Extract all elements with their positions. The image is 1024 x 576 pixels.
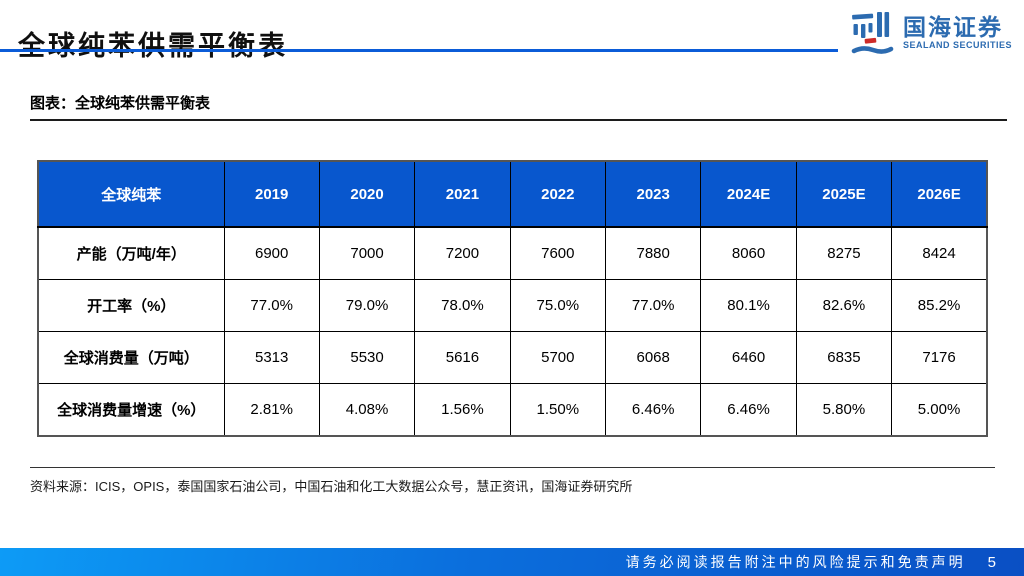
data-cell: 5616 [414, 331, 511, 384]
data-cell: 5.80% [795, 383, 893, 437]
page-title: 全球纯苯供需平衡表 [18, 31, 288, 62]
data-cell: 7176 [891, 331, 988, 384]
data-cell: 85.2% [891, 279, 988, 332]
data-source-note: 资料来源：ICIS，OPIS，泰国国家石油公司，中国石油和化工大数据公众号，慧正… [30, 479, 633, 494]
data-cell: 5313 [223, 331, 320, 384]
year-header: 2022 [509, 160, 607, 228]
data-cell: 7000 [318, 226, 416, 280]
table-row: 全球消费量（万吨） 5313 5530 5616 5700 6068 6460 6835 717… [37, 331, 988, 384]
data-cell: 7200 [414, 226, 511, 280]
table-row: 开工率（%） 77.0% 79.0% 78.0% 75.0% 77.0% 80.1% 82.6… [37, 279, 988, 332]
data-cell: 5530 [318, 331, 416, 384]
year-header: 2026E [891, 160, 988, 228]
sealand-logo-icon [850, 9, 894, 57]
benzene-balance-table: 全球纯苯 2019 2020 2021 2022 2023 2024E 2025E 2026E … [37, 160, 988, 437]
table-corner-header: 全球纯苯 [37, 160, 225, 228]
data-cell: 1.56% [414, 383, 511, 437]
data-cell: 80.1% [700, 279, 797, 332]
data-cell: 5.00% [891, 383, 988, 437]
row-label: 全球消费量增速（%） [37, 383, 225, 437]
figure-caption: 图表：全球纯苯供需平衡表 [30, 95, 211, 112]
data-cell: 7880 [604, 226, 702, 280]
year-header: 2020 [318, 160, 416, 228]
data-cell: 78.0% [414, 279, 511, 332]
caption-divider [30, 119, 1007, 121]
data-cell: 5700 [509, 331, 607, 384]
sealand-securities-logo: 国海证券 SEALAND SECURITIES [850, 9, 1012, 57]
table-header-row: 全球纯苯 2019 2020 2021 2022 2023 2024E 2025E 2026E [37, 160, 988, 228]
title-divider [0, 49, 838, 52]
year-header: 2024E [700, 160, 797, 228]
year-header: 2025E [795, 160, 893, 228]
page-number: 5 [987, 553, 996, 571]
data-cell: 6460 [700, 331, 797, 384]
data-cell: 8424 [891, 226, 988, 280]
data-cell: 4.08% [318, 383, 416, 437]
supply-demand-table: 全球纯苯 2019 2020 2021 2022 2023 2024E 2025E 2026E … [37, 160, 988, 437]
year-header: 2023 [604, 160, 702, 228]
data-cell: 79.0% [318, 279, 416, 332]
data-cell: 6900 [223, 226, 320, 280]
data-cell: 82.6% [795, 279, 893, 332]
row-label: 产能（万吨/年） [37, 226, 225, 280]
logo-name-cn: 国海证券 [903, 14, 1003, 41]
footer-disclaimer-bar: 请务必阅读报告附注中的风险提示和免责声明 5 [0, 548, 1024, 576]
year-header: 2021 [414, 160, 511, 228]
year-header: 2019 [223, 160, 320, 228]
footer-disclaimer-text: 请务必阅读报告附注中的风险提示和免责声明 [625, 554, 966, 570]
data-cell: 8275 [795, 226, 893, 280]
source-divider [30, 467, 995, 468]
data-cell: 7600 [509, 226, 607, 280]
row-label: 开工率（%） [37, 279, 225, 332]
data-cell: 8060 [700, 226, 797, 280]
logo-wordmark: 国海证券 SEALAND SECURITIES [903, 15, 1012, 51]
logo-name-en: SEALAND SECURITIES [903, 40, 1013, 51]
row-label: 全球消费量（万吨） [37, 331, 225, 384]
data-cell: 77.0% [223, 279, 320, 332]
table-row: 产能（万吨/年） 6900 7000 7200 7600 7880 8060 8275 8424 [37, 226, 988, 280]
data-cell: 6835 [795, 331, 893, 384]
data-cell: 77.0% [604, 279, 702, 332]
data-cell: 6.46% [604, 383, 702, 437]
data-cell: 6068 [604, 331, 702, 384]
data-cell: 75.0% [509, 279, 607, 332]
table-row: 全球消费量增速（%） 2.81% 4.08% 1.56% 1.50% 6.46% 6.46%… [37, 383, 988, 437]
data-cell: 6.46% [700, 383, 797, 437]
data-cell: 1.50% [509, 383, 607, 437]
data-cell: 2.81% [223, 383, 320, 437]
